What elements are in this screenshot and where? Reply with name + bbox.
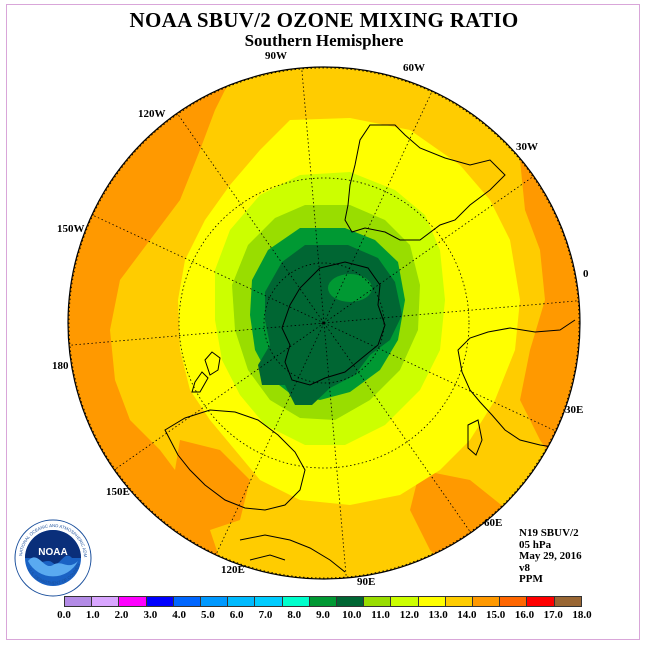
colorbar-cell: [65, 597, 93, 606]
colorbar-tick-label: 10.0: [342, 609, 362, 621]
colorbar-tick-label: 1.0: [85, 609, 100, 621]
meridian-line: [323, 90, 433, 324]
contour-orange-sw: [175, 440, 250, 530]
colorbar-tick-label: 7.0: [258, 609, 273, 621]
colorbar-tick-label: 15.0: [486, 609, 506, 621]
colorbar-tick-label: 17.0: [543, 609, 563, 621]
colorbar-tick-label: 9.0: [316, 609, 330, 621]
info-satellite: N19 SBUV/2: [519, 527, 579, 539]
colorbar: [64, 596, 582, 607]
colorbar-tick-label: 8.0: [287, 609, 302, 621]
colorbar-cell: [228, 597, 256, 606]
colorbar-cell: [255, 597, 283, 606]
noaa-logo-icon: NOAA NATIONAL OCEANIC AND ATMOSPHERIC AD…: [14, 519, 92, 597]
lon-label-150w: 150W: [57, 223, 85, 235]
colorbar-tick-label: 14.0: [457, 609, 477, 621]
coast-south-america: [344, 124, 506, 241]
colorbar-cell: [418, 597, 446, 606]
map-subtitle: Southern Hemisphere: [244, 31, 404, 50]
colorbar-tick-label: 5.0: [201, 609, 215, 621]
meridian-line: [176, 113, 325, 324]
colorbar-cell: [391, 597, 419, 606]
lon-label-90w: 90W: [265, 50, 287, 62]
info-level: 05 hPa: [519, 538, 552, 551]
lon-label-30w: 30W: [516, 141, 538, 153]
colorbar-cell: [500, 597, 528, 606]
meridian-line: [215, 322, 325, 556]
colorbar-cell: [364, 597, 392, 606]
lat-circle-equator: [68, 67, 580, 579]
meridian-line: [91, 214, 325, 324]
colorbar-cell: [554, 597, 581, 606]
coast-madagascar: [467, 419, 483, 456]
info-units: PPM: [519, 573, 543, 586]
page-frame: [6, 4, 640, 640]
colorbar-tick-label: 3.0: [143, 609, 158, 621]
lon-label-180: 180: [52, 360, 69, 372]
info-block: N19 SBUV/2 05 hPa May 29, 2016 v8 PPM: [519, 527, 629, 586]
colorbar-cell: [473, 597, 501, 606]
pole-marker: +: [320, 319, 325, 328]
meridian-line: [323, 322, 347, 579]
colorbar-cell: [146, 597, 174, 606]
lon-label-120w: 120W: [138, 108, 166, 120]
colorbar-cell: [445, 597, 474, 606]
lon-label-90e: 90E: [357, 576, 376, 588]
colorbar-cell: [282, 597, 310, 606]
colorbar-cell: [173, 597, 202, 606]
meridian-line: [323, 322, 472, 533]
coast-new-zealand: [191, 351, 221, 393]
info-version: v8: [519, 561, 530, 574]
lon-label-120e: 120E: [221, 564, 245, 576]
colorbar-tick-label: 2.0: [114, 609, 129, 621]
colorbar-tick-label: 6.0: [229, 609, 244, 621]
colorbar-tick-label: 16.0: [514, 609, 535, 621]
colorbar-tick-label: 18.0: [572, 609, 592, 621]
meridian-line: [68, 322, 325, 346]
colorbar-tick-label: 4.0: [172, 609, 186, 621]
colorbar-cell: [201, 597, 229, 606]
lat-circle-30s: [178, 177, 470, 469]
meridian-line: [323, 175, 534, 324]
coast-africa: [457, 319, 579, 449]
coast-antarctica: [281, 261, 386, 386]
colorbar-tick-label: 0.0: [57, 609, 71, 621]
lon-label-0: 0: [583, 268, 589, 280]
lon-label-60e: 60E: [484, 517, 503, 529]
meridian-line: [323, 300, 580, 324]
colorbar-cell: [527, 597, 555, 606]
colorbar-tick-label: 12.0: [399, 609, 419, 621]
info-date: May 29, 2016: [519, 550, 582, 563]
colorbar-cell: [119, 597, 147, 606]
contour-inner-island: [328, 274, 372, 302]
globe-outline: [67, 66, 581, 580]
coast-indonesia: [239, 534, 346, 573]
meridian-line: [301, 67, 325, 324]
map-title: NOAA SBUV/2 OZONE MIXING RATIO: [129, 8, 519, 32]
noaa-logo-text: NOAA: [38, 547, 67, 558]
lon-label-60w: 60W: [403, 62, 425, 74]
meridian-line: [114, 322, 325, 471]
colorbar-cell: [337, 597, 365, 606]
colorbar-cell: [309, 597, 338, 606]
lon-label-30e: 30E: [565, 404, 584, 416]
colorbar-cell: [92, 597, 120, 606]
coast-australia: [164, 409, 306, 511]
colorbar-tick-label: 11.0: [371, 609, 390, 621]
lon-label-150e: 150E: [106, 486, 130, 498]
meridian-line: [323, 322, 557, 432]
colorbar-tick-label: 13.0: [428, 609, 448, 621]
